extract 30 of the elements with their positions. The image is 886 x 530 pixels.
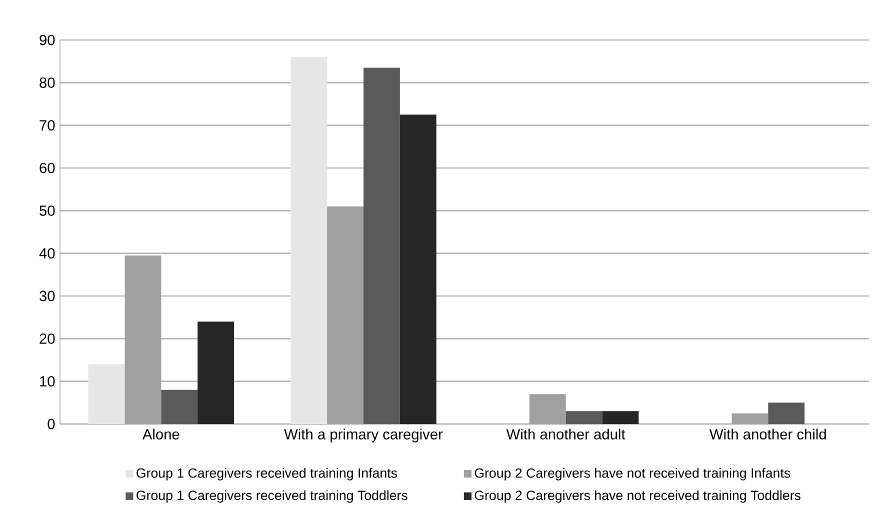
legend-label: Group 2 Caregivers have not received training Infants [474, 468, 790, 480]
x-tick-label: Alone [142, 428, 180, 440]
bar [400, 114, 436, 424]
x-tick-label: With another child [710, 428, 826, 440]
legend-label: Group 1 Caregivers received training Infants [136, 468, 398, 480]
bar [602, 411, 639, 424]
y-tick-label: 80 [40, 77, 55, 88]
x-tick-label: With another adult [506, 428, 626, 440]
bar [88, 364, 125, 424]
bar [364, 68, 400, 424]
bar [566, 411, 602, 424]
legend-label: Group 2 Caregivers have not received training Toddlers [474, 490, 800, 503]
bar [290, 57, 328, 424]
y-tick-label: 70 [40, 120, 55, 131]
bar [768, 402, 805, 424]
y-tick-label: 20 [40, 333, 55, 344]
bar [327, 206, 364, 424]
x-tick-label: With a primary caregiver [284, 428, 443, 442]
bar [732, 413, 768, 424]
bar [529, 394, 566, 424]
legend-label: Group 1 Caregivers received training Toddlers [136, 490, 408, 503]
bar [161, 390, 198, 424]
bar [198, 322, 234, 424]
y-tick-label: 10 [40, 376, 55, 387]
y-tick-label: 90 [40, 34, 55, 46]
y-tick-label: 40 [39, 248, 55, 259]
y-tick-label: 30 [40, 290, 55, 302]
y-tick-label: 50 [40, 205, 55, 216]
y-tick-label: 60 [40, 162, 55, 174]
y-tick-label: 0 [48, 418, 55, 430]
